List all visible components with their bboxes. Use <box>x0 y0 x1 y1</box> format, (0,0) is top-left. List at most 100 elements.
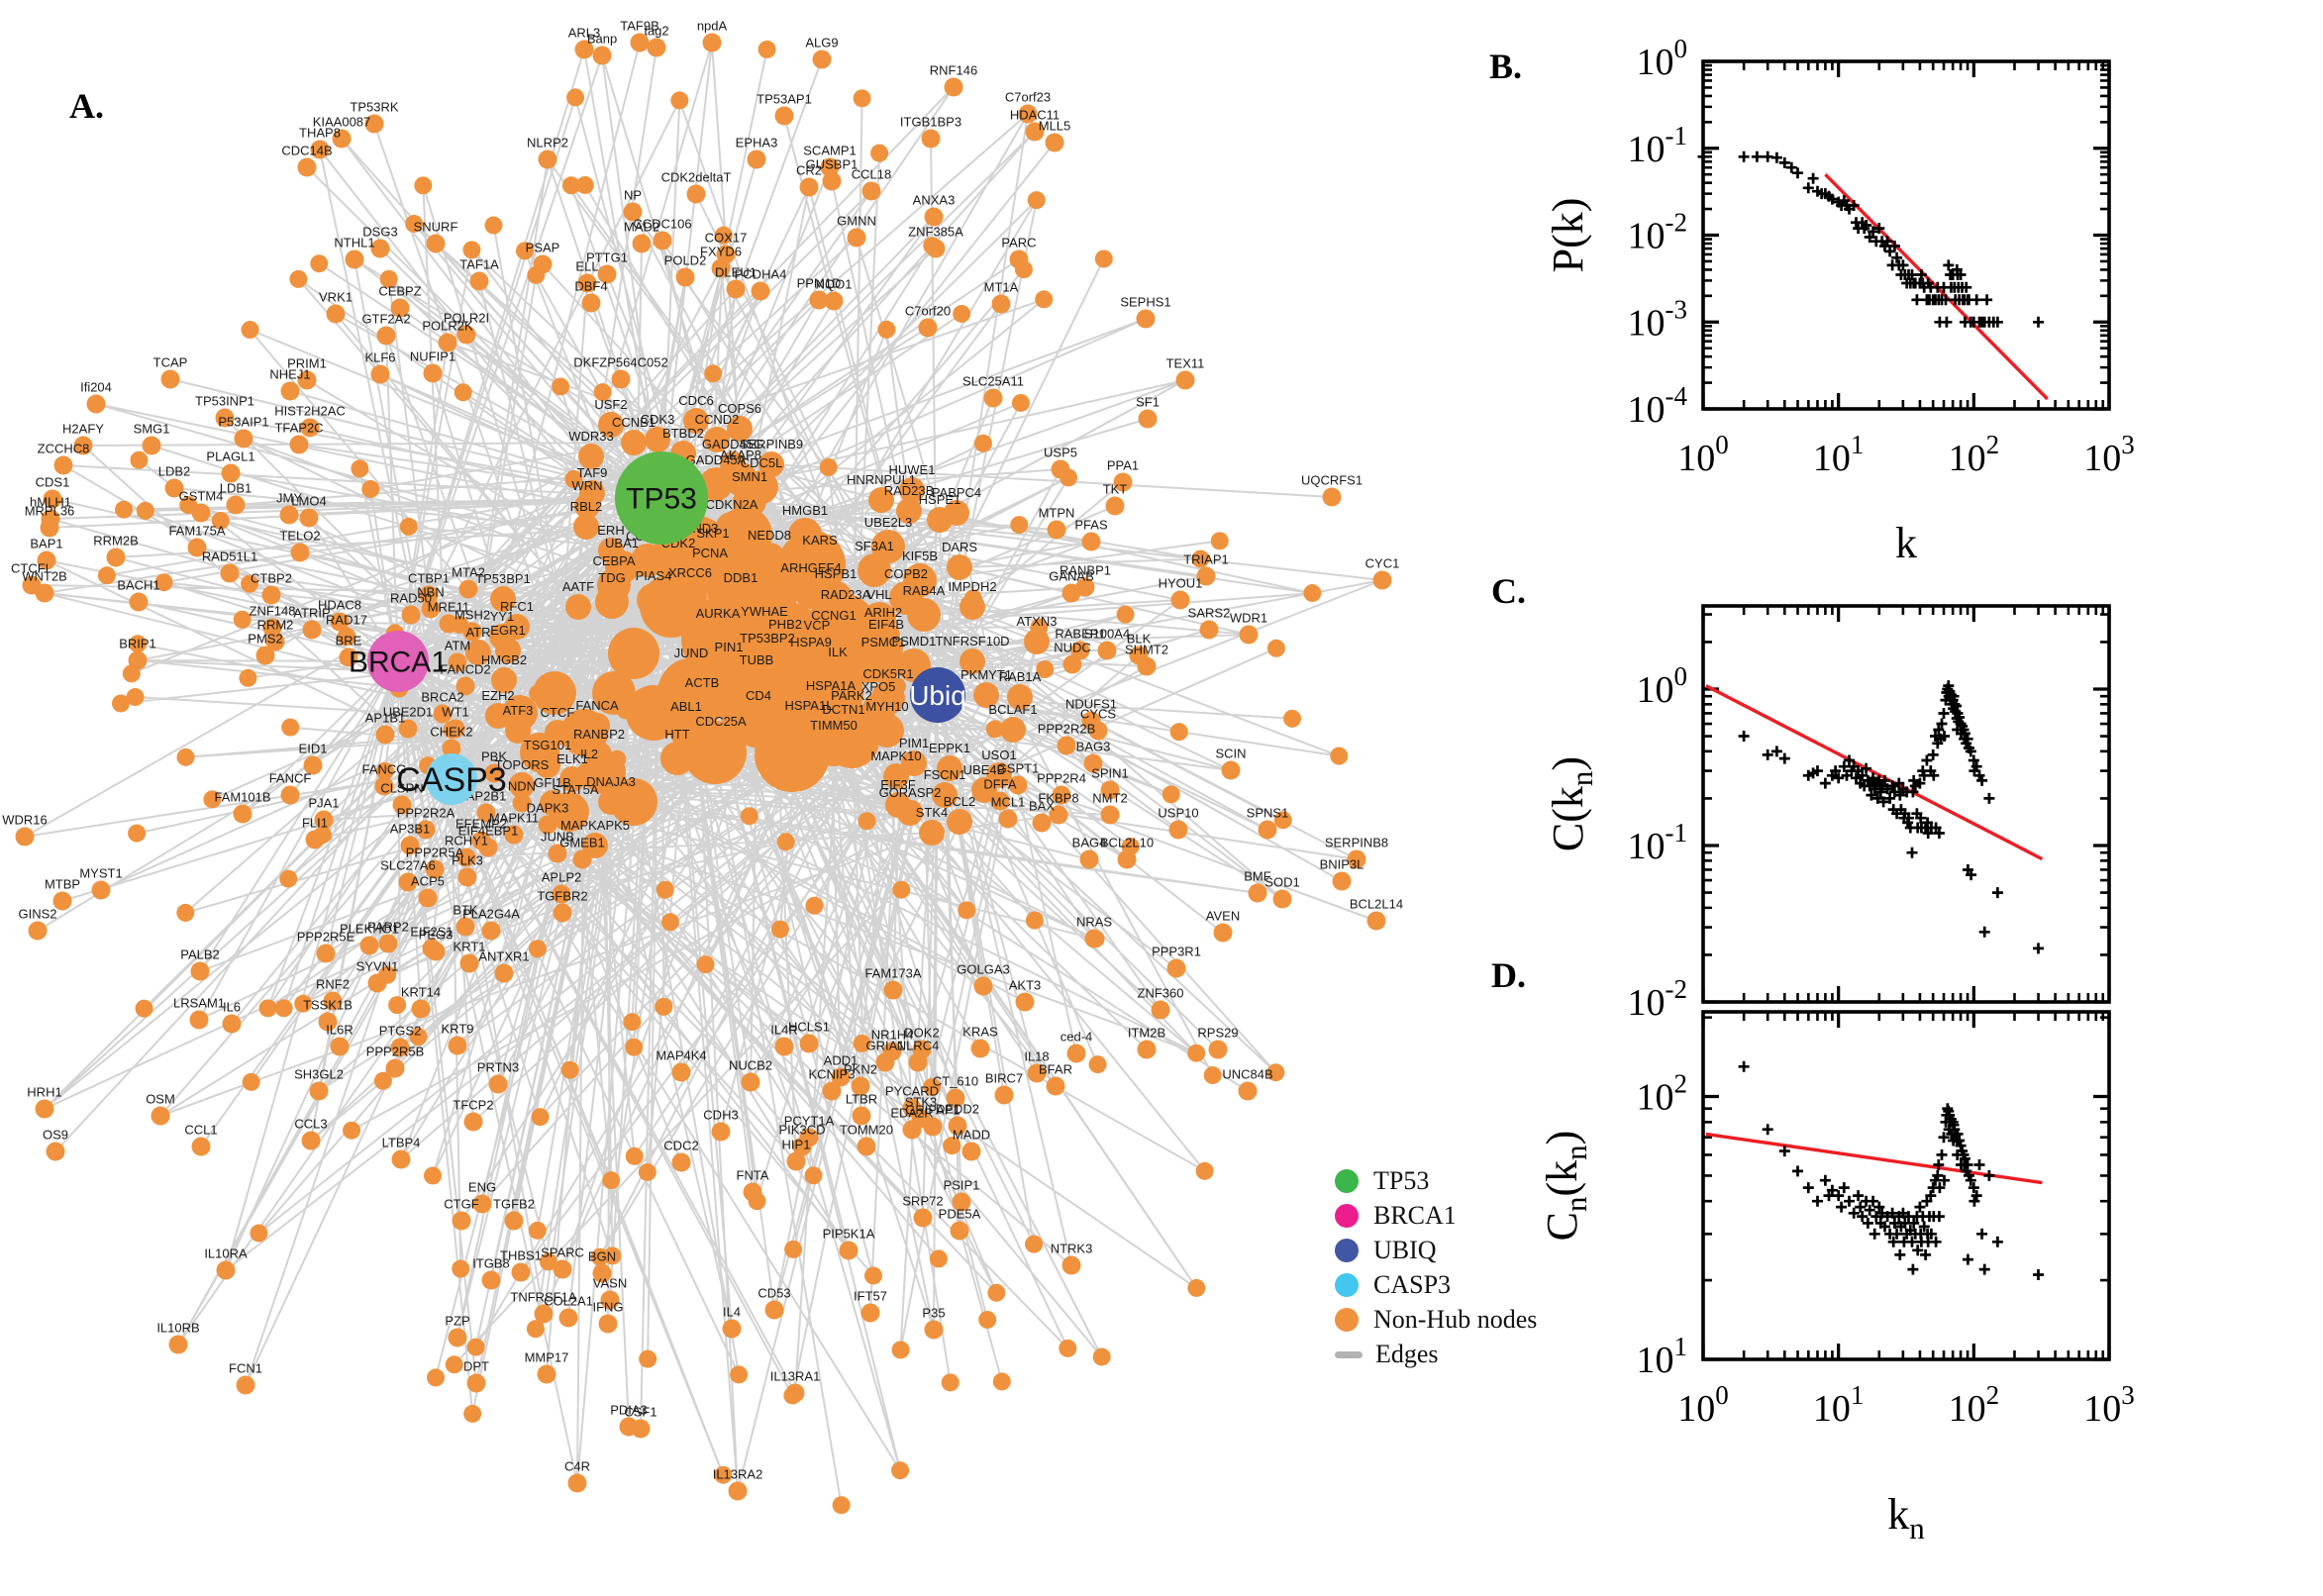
non-hub-node <box>902 1120 922 1140</box>
node-label: MTPN <box>1039 506 1075 521</box>
node-label: SH3GL2 <box>294 1067 344 1082</box>
non-hub-node <box>625 1038 644 1056</box>
node-label: HMGB1 <box>782 503 828 518</box>
node-label: UBE4B <box>963 762 1006 777</box>
node-label: RANBP1 <box>1060 563 1111 578</box>
non-hub-node <box>686 184 706 204</box>
node-label: FKBP8 <box>1038 791 1078 806</box>
node-label: TRIAP1 <box>1183 552 1229 567</box>
node-label: RBL2 <box>570 499 603 514</box>
node-label: NDN <box>508 779 536 794</box>
node-label: SERPINB8 <box>1325 836 1388 850</box>
non-hub-node <box>728 1481 748 1501</box>
node-label: FANCG <box>362 762 407 777</box>
non-hub-node <box>632 234 652 253</box>
node-label: ALG9 <box>805 36 838 50</box>
non-hub-node <box>1081 532 1101 551</box>
node-label: CSF1 <box>624 1405 656 1420</box>
non-hub-node <box>531 1108 550 1127</box>
node-label: PEG3 <box>419 928 454 943</box>
node-label: CDS1 <box>36 475 70 490</box>
non-hub-node <box>364 114 384 134</box>
non-hub-node <box>463 1404 482 1423</box>
non-hub-node <box>485 703 511 729</box>
node-label: BIRC7 <box>985 1071 1023 1086</box>
non-hub-node <box>548 844 567 863</box>
non-hub-node <box>168 1335 188 1354</box>
node-label: CCL1 <box>184 1123 217 1138</box>
non-hub-node <box>1239 625 1259 645</box>
node-label: WDR33 <box>568 429 614 444</box>
node-label: AKT3 <box>1009 978 1042 993</box>
node-label: RCHY1 <box>445 834 488 848</box>
non-hub-node <box>595 585 629 619</box>
non-hub-node <box>176 903 195 922</box>
node-label: CDKN2A <box>706 497 758 512</box>
node-label: POLR2I <box>444 311 489 326</box>
node-label: C7orf23 <box>1005 90 1051 105</box>
non-hub-node <box>647 38 666 57</box>
non-hub-node <box>187 538 207 557</box>
node-label: SF3A1 <box>855 539 894 553</box>
non-hub-node <box>191 503 211 523</box>
non-hub-node <box>970 1039 990 1058</box>
node-label: HNRNPUL1 <box>847 472 916 487</box>
non-hub-node <box>973 682 999 708</box>
node-label: NBN <box>417 585 444 600</box>
non-hub-node <box>455 917 475 937</box>
node-label: MCL1 <box>991 795 1026 810</box>
non-hub-node <box>1015 992 1035 1012</box>
non-hub-node <box>896 498 922 524</box>
non-hub-node <box>669 714 703 748</box>
node-label: MMP17 <box>525 1350 569 1365</box>
non-hub-node <box>469 271 489 291</box>
non-hub-node <box>623 1013 642 1032</box>
node-label: CD53 <box>758 1286 790 1301</box>
non-hub-node <box>577 273 597 293</box>
non-hub-node <box>539 1252 557 1271</box>
node-label: PPP2R5A <box>406 846 464 860</box>
non-hub-node <box>367 973 387 993</box>
node-label: HCLS1 <box>788 1020 830 1035</box>
node-label: AP2B1 <box>466 789 506 804</box>
non-hub-node <box>875 1052 895 1072</box>
node-label: COPS6 <box>718 401 761 416</box>
node-label: WT1 <box>442 705 468 720</box>
legend-item: TP53 <box>1335 1166 1537 1195</box>
non-hub-node <box>398 872 418 892</box>
non-hub-node <box>971 777 997 803</box>
node-label: VASN <box>593 1276 627 1291</box>
node-label: MADD <box>953 1128 990 1143</box>
node-label: H2AFY <box>62 422 104 437</box>
node-label: LTBP4 <box>382 1136 421 1150</box>
non-hub-node <box>870 144 889 162</box>
node-label: FANCA <box>575 698 619 713</box>
non-hub-node <box>770 920 789 939</box>
non-hub-node <box>300 418 320 438</box>
non-hub-node <box>1169 723 1188 742</box>
axis-tick-label: 101 <box>1813 1380 1865 1430</box>
non-hub-node <box>937 755 962 781</box>
non-hub-node <box>310 254 329 273</box>
non-hub-node <box>515 242 534 260</box>
non-hub-node <box>1051 459 1070 479</box>
node-label: FAM175A <box>168 524 225 539</box>
non-hub-node <box>1052 785 1071 805</box>
non-hub-node <box>1061 1255 1081 1275</box>
non-hub-node <box>785 1383 805 1403</box>
non-hub-node <box>211 511 230 530</box>
node-label: tag2 <box>644 24 668 39</box>
non-hub-node <box>1322 487 1342 507</box>
legend: TP53 BRCA1 UBIQ CASP3 Non-Hub nodes Edges <box>1335 1166 1537 1376</box>
node-label: ATXN3 <box>1017 614 1058 629</box>
non-hub-node <box>1097 641 1117 660</box>
non-hub-node <box>653 231 672 250</box>
non-hub-node <box>1088 721 1108 741</box>
non-hub-node <box>1008 775 1028 795</box>
non-hub-node <box>537 1364 556 1384</box>
non-hub-node <box>301 1131 321 1150</box>
non-hub-node <box>484 763 504 783</box>
non-hub-node <box>476 803 496 823</box>
major-ticks <box>1701 606 2111 1004</box>
non-hub-node <box>924 1320 944 1340</box>
